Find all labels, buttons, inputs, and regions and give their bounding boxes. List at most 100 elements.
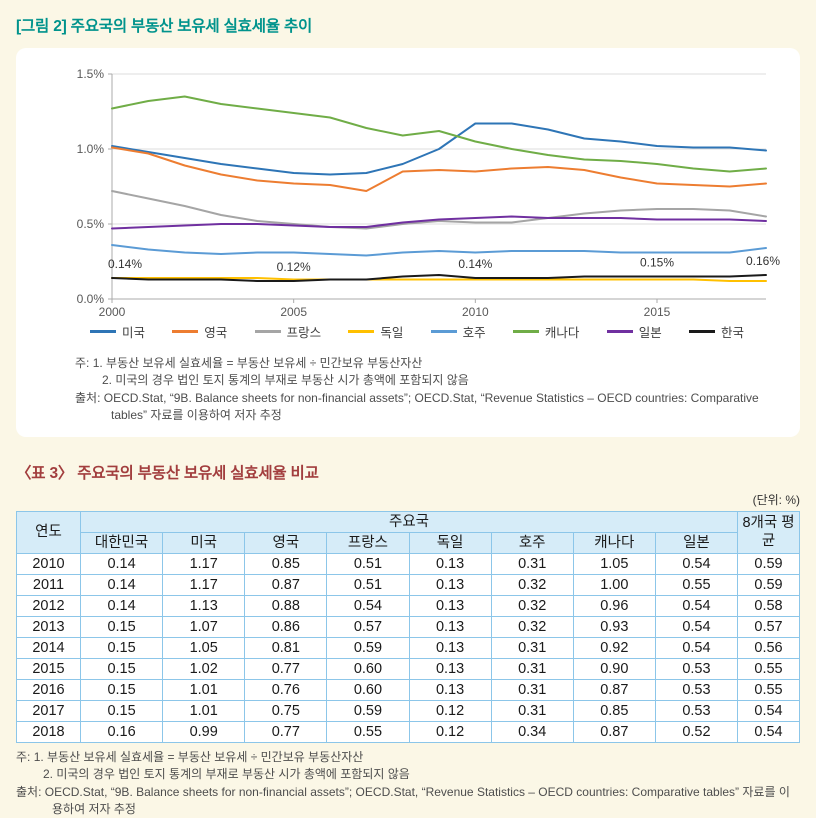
value-cell: 1.01 [162, 678, 246, 701]
y-tick-label: 1.5% [77, 67, 105, 81]
value-cell: 0.32 [490, 594, 574, 617]
avg-cell: 0.57 [737, 615, 800, 638]
value-cell: 0.59 [326, 636, 410, 659]
legend-line-swatch [172, 330, 199, 333]
chart-annotation: 0.16% [746, 254, 780, 268]
value-cell: 0.77 [244, 720, 328, 743]
legend-label: 캐나다 [544, 326, 580, 340]
legend-item-canada: 캐나다 [512, 322, 580, 341]
source-line: 출처: OECD.Stat, “9B. Balance sheets for n… [75, 390, 759, 423]
value-cell: 0.31 [490, 552, 574, 575]
value-cell: 0.87 [572, 720, 656, 743]
chart-line-uk [111, 146, 767, 192]
legend-item-japan: 일본 [606, 322, 662, 341]
value-cell: 0.57 [326, 615, 410, 638]
value-cell: 0.31 [490, 699, 574, 722]
value-cell: 0.12 [408, 720, 492, 743]
value-cell: 0.16 [79, 720, 164, 743]
value-cell: 0.59 [326, 699, 410, 722]
x-tick-label: 2000 [99, 305, 126, 318]
col-header-country: 일본 [654, 531, 739, 554]
value-cell: 0.76 [244, 678, 328, 701]
avg-cell: 0.55 [737, 657, 800, 680]
value-cell: 0.34 [490, 720, 574, 743]
value-cell: 0.53 [654, 657, 739, 680]
table-row: 2018 0.16 0.99 0.77 0.55 0.12 0.34 0.87 0.52 0.54 [16, 720, 800, 743]
value-cell: 0.31 [490, 636, 574, 659]
value-cell: 0.32 [490, 573, 574, 596]
table-row: 2014 0.15 1.05 0.81 0.59 0.13 0.31 0.92 0.54 0.56 [16, 636, 800, 659]
value-cell: 0.51 [326, 573, 410, 596]
value-cell: 1.05 [572, 552, 656, 575]
header-row-countries: 대한민국 미국 영국 프랑스 독일 호주 캐나다 일본 [17, 531, 800, 554]
value-cell: 0.53 [654, 699, 739, 722]
header-row-top: 연도 주요국 8개국 평균 [16, 510, 800, 554]
legend-item-korea: 한국 [688, 322, 744, 341]
value-cell: 0.54 [654, 615, 739, 638]
col-header-year: 연도 [16, 510, 81, 554]
value-cell: 0.14 [79, 573, 164, 596]
value-cell: 0.93 [572, 615, 656, 638]
legend-label: 영국 [204, 326, 228, 340]
value-cell: 0.54 [326, 594, 410, 617]
col-header-country: 호주 [490, 531, 574, 554]
chart-line-germany [111, 277, 767, 282]
legend-item-australia: 호주 [430, 322, 486, 341]
value-cell: 0.54 [654, 636, 739, 659]
col-header-country: 프랑스 [326, 531, 410, 554]
legend-label: 미국 [122, 326, 146, 340]
legend-label: 일본 [638, 326, 662, 340]
table-row: 2017 0.15 1.01 0.75 0.59 0.12 0.31 0.85 0.53 0.54 [16, 699, 800, 722]
value-cell: 0.53 [654, 678, 739, 701]
avg-cell: 0.54 [737, 699, 800, 722]
table-row: 2011 0.14 1.17 0.87 0.51 0.13 0.32 1.00 0.55 0.59 [16, 573, 800, 596]
unit-label: (단위: %) [752, 492, 800, 507]
chart-line-japan [111, 215, 767, 230]
year-cell: 2016 [16, 678, 81, 701]
comparison-table: 연도 주요국 8개국 평균 대한민국 미국 영국 프랑스 독일 호주 캐나다 일… [16, 510, 800, 743]
chart-panel: 0.0% 0.5% 1.0% 1.5% 2000 2005 2010 2015 0.14% 0.1… [16, 48, 800, 437]
avg-cell: 0.58 [737, 594, 800, 617]
value-cell: 0.87 [572, 678, 656, 701]
value-cell: 0.15 [79, 657, 164, 680]
figure-title: [그림 2] 주요국의 부동산 보유세 실효세율 추이 [16, 18, 313, 35]
value-cell: 0.54 [654, 594, 739, 617]
value-cell: 0.12 [408, 699, 492, 722]
value-cell: 0.14 [79, 552, 164, 575]
value-cell: 0.92 [572, 636, 656, 659]
col-header-avg: 8개국 평균 [737, 510, 800, 554]
chart-line-us [111, 122, 767, 176]
source-line: 출처: OECD.Stat, “9B. Balance sheets for n… [16, 784, 790, 816]
table-title: 〈표 3〉 주요국의 부동산 보유세 실효세율 비교 [16, 464, 319, 482]
x-tick-label: 2015 [644, 305, 671, 318]
y-tick-label: 0.5% [77, 217, 105, 231]
year-cell: 2013 [16, 615, 81, 638]
value-cell: 0.13 [408, 636, 492, 659]
value-cell: 0.96 [572, 594, 656, 617]
value-cell: 1.01 [162, 699, 246, 722]
legend-item-germany: 독일 [348, 322, 403, 341]
legend-label: 프랑스 [286, 326, 322, 340]
legend-line-swatch [512, 330, 539, 333]
chart-annotation: 0.14% [108, 257, 142, 271]
legend-item-france: 프랑스 [254, 322, 322, 341]
legend-line-swatch [348, 330, 375, 333]
value-cell: 0.13 [408, 552, 492, 575]
x-tick-label: 2010 [462, 305, 489, 318]
legend-label: 한국 [720, 326, 744, 340]
col-header-group: 주요국 [80, 510, 738, 533]
year-cell: 2017 [16, 699, 81, 722]
note-line: 주: 1. 부동산 보유세 실효세율 = 부동산 보유세 ÷ 민간보유 부동산자… [75, 356, 423, 370]
col-header-country: 영국 [244, 531, 328, 554]
value-cell: 1.07 [162, 615, 246, 638]
value-cell: 0.15 [79, 615, 164, 638]
year-cell: 2011 [16, 573, 81, 596]
value-cell: 0.60 [326, 678, 410, 701]
value-cell: 0.13 [408, 573, 492, 596]
value-cell: 0.85 [572, 699, 656, 722]
avg-cell: 0.59 [737, 552, 800, 575]
legend-label: 호주 [462, 326, 486, 340]
value-cell: 0.15 [79, 678, 164, 701]
value-cell: 0.31 [490, 678, 574, 701]
value-cell: 0.32 [490, 615, 574, 638]
